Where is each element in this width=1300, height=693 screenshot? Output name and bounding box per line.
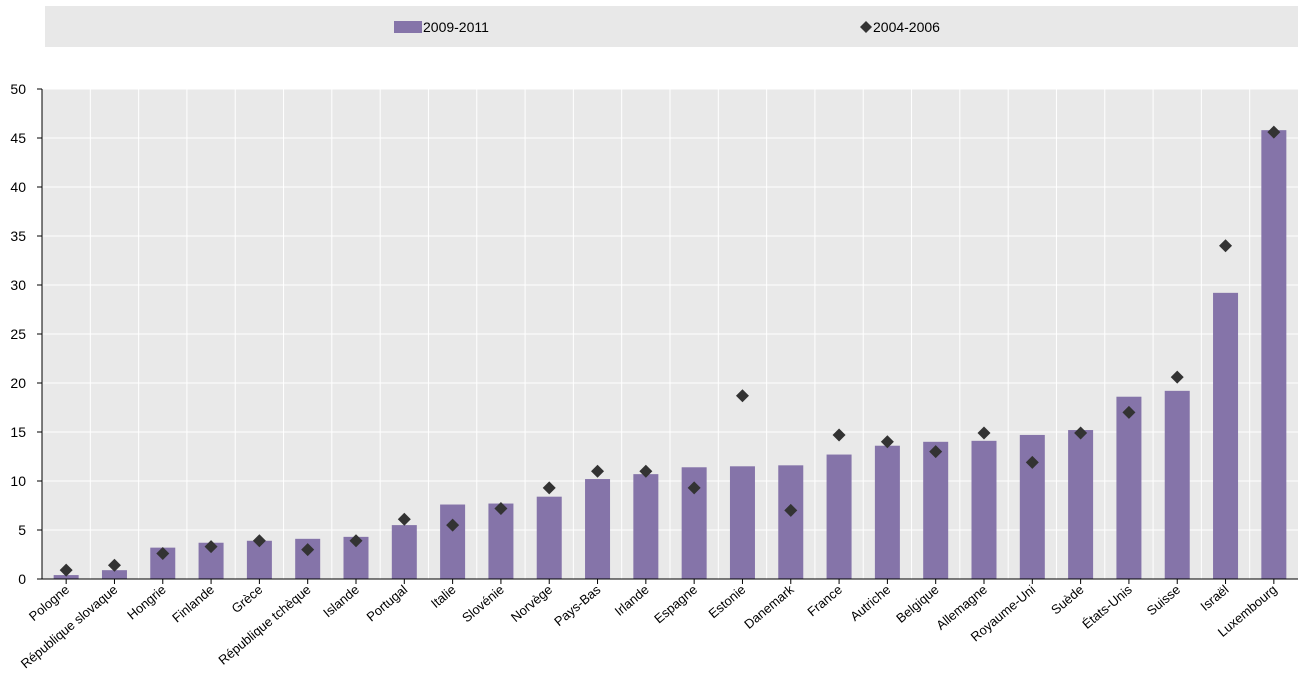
y-tick-label-30: 30 (10, 277, 26, 293)
x-tick-label-autriche: Autriche (847, 582, 893, 624)
y-axis-ticks: 0 5 10 15 20 25 30 35 40 45 50 (10, 81, 42, 587)
marker-islande (349, 534, 363, 548)
x-tick-label-estonie: Estonie (706, 582, 749, 621)
marker-pologne (59, 563, 73, 577)
legend-swatch-marker (860, 21, 872, 33)
bar-italie (440, 504, 466, 579)
x-tick-label-islande: Islande (320, 582, 362, 620)
legend: 2009-2011 2004-2006 (45, 6, 1298, 47)
marker-pays-bas (591, 464, 605, 478)
x-tick-label-pays-bas: Pays-Bas (551, 581, 604, 629)
x-tick-label-france: France (804, 582, 845, 620)
x-tick-label-israel: Israël (1197, 582, 1231, 614)
y-tick-label-50: 50 (10, 81, 26, 97)
x-tick-label-portugal: Portugal (364, 582, 411, 625)
marker-hongrie (156, 547, 170, 561)
legend-background (45, 6, 1298, 47)
x-tick-label-suisse: Suisse (1144, 582, 1184, 619)
x-tick-label-finlande: Finlande (169, 582, 217, 626)
marker-finlande (204, 540, 218, 554)
marker-norvege (542, 481, 556, 495)
bar-pays-bas (585, 479, 611, 579)
bar-autriche (874, 445, 900, 579)
marker-republique-slovaque (107, 558, 121, 572)
marker-allemagne (977, 426, 991, 440)
bar-etats-unis (1116, 396, 1142, 579)
y-tick-label-15: 15 (10, 424, 26, 440)
x-tick-label-norvege: Norvège (508, 582, 555, 625)
x-tick-label-grece: Grèce (229, 582, 266, 616)
marker-etats-unis (1122, 405, 1136, 419)
bar-luxembourg (1261, 130, 1287, 579)
bar-israel (1213, 292, 1239, 579)
x-tick-label-pologne: Pologne (26, 582, 72, 624)
legend-label-bar: 2009-2011 (423, 19, 489, 35)
x-tick-label-suede: Suède (1048, 582, 1086, 618)
bar-norvege (536, 496, 562, 579)
marker-republique-tcheque (301, 543, 315, 557)
y-tick-label-25: 25 (10, 326, 26, 342)
y-tick-label-45: 45 (10, 130, 26, 146)
bar-danemark (778, 465, 804, 579)
marker-espagne (687, 481, 701, 495)
bar-estonie (729, 466, 755, 579)
y-tick-label-40: 40 (10, 179, 26, 195)
x-tick-label-danemark: Danemark (741, 581, 797, 631)
x-tick-label-republique-tcheque: République tchèque (215, 582, 313, 668)
y-tick-label-5: 5 (18, 522, 26, 538)
grid (42, 88, 1298, 579)
marker-autriche (880, 435, 894, 449)
marker-portugal (397, 512, 411, 526)
marker-irlande (639, 464, 653, 478)
marker-suede (1074, 426, 1088, 440)
bar-belgique (923, 441, 949, 579)
bar-portugal (391, 525, 417, 579)
bar-suede (1068, 430, 1094, 579)
marker-suisse (1170, 370, 1184, 384)
y-tick-label-0: 0 (18, 571, 26, 587)
x-tick-label-etats-unis: États-Unis (1079, 581, 1135, 631)
bar-suisse (1164, 390, 1190, 579)
marker-israel (1219, 239, 1233, 253)
y-tick-label-20: 20 (10, 375, 26, 391)
markers (59, 125, 1281, 577)
marker-france (832, 428, 846, 442)
x-tick-label-hongrie: Hongrie (124, 582, 169, 623)
x-tick-label-espagne: Espagne (651, 582, 700, 626)
marker-italie (446, 518, 460, 532)
marker-royaume-uni (1025, 455, 1039, 469)
legend-swatch-bar (394, 21, 422, 33)
legend-label-marker: 2004-2006 (873, 19, 940, 35)
marker-grece (252, 534, 266, 548)
bar-pologne (53, 575, 79, 579)
bar-slovenie (488, 503, 514, 579)
y-tick-label-35: 35 (10, 228, 26, 244)
marker-belgique (929, 445, 943, 459)
x-tick-label-slovenie: Slovénie (459, 582, 507, 626)
x-tick-label-irlande: Irlande (612, 582, 652, 619)
bar-france (826, 454, 852, 579)
marker-luxembourg (1267, 125, 1281, 139)
x-tick-label-italie: Italie (428, 582, 459, 611)
bar-allemagne (971, 440, 997, 579)
marker-danemark (784, 503, 798, 517)
bar-irlande (633, 474, 659, 579)
y-tick-label-10: 10 (10, 473, 26, 489)
bar-republique-slovaque (101, 570, 127, 579)
marker-estonie (735, 389, 749, 403)
marker-slovenie (494, 501, 508, 515)
